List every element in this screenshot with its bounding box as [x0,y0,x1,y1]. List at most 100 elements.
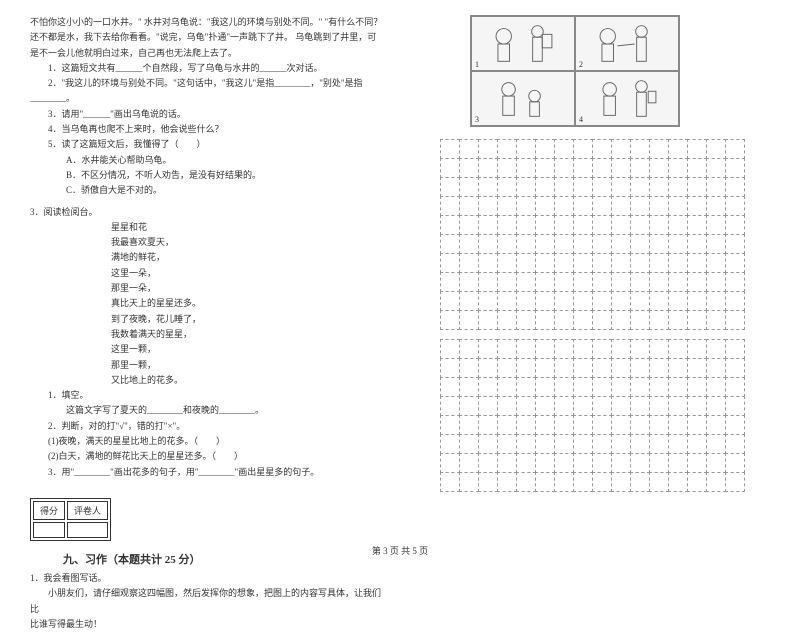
grid-cell [706,253,726,273]
panel-num: 3 [475,115,479,124]
right-column: 1 2 3 4 [400,15,755,632]
poem-line: 我数着满天的星星， [30,327,385,342]
grid-cell [535,139,555,159]
grid-cell [687,234,707,254]
grid-cell [554,196,574,216]
grid-cell [573,272,593,292]
question-1: 1．这篇短文共有______个自然段，写了乌龟与水井的______次对话。 [30,61,385,76]
grid-cell [592,396,612,416]
grid-cell [497,310,517,330]
grid-cell [725,453,745,473]
poem-line: 真比天上的星星还多。 [30,296,385,311]
option-a: A．水井能关心帮助乌龟。 [30,153,385,168]
grid-cell [440,358,460,378]
grid-cell [611,396,631,416]
question-2: 2．"我这儿的环境与别处不同。"这句话中，"我这儿"是指________，"别处… [30,76,385,91]
writing-grid-1 [440,139,755,329]
r3-q1a: 这篇文字写了夏天的________和夜晚的________。 [30,403,385,418]
grid-cell [592,415,612,435]
poem-line: 又比地上的花多。 [30,373,385,388]
grid-cell [535,291,555,311]
grid-cell [516,434,536,454]
grid-cell [478,415,498,435]
grid-cell [611,339,631,359]
grid-cell [706,339,726,359]
grid-cell [630,177,650,197]
grid-cell [725,358,745,378]
grid-cell [611,415,631,435]
grid-cell [630,377,650,397]
grid-cell [668,196,688,216]
grid-cell [459,377,479,397]
grid-cell [687,139,707,159]
grid-cell [459,339,479,359]
grid-cell [630,139,650,159]
grid-cell [573,339,593,359]
grid-cell [630,434,650,454]
grid-cell [459,396,479,416]
grid-cell [668,339,688,359]
grid-cell [554,339,574,359]
grid-cell [554,415,574,435]
grid-cell [554,291,574,311]
grid-cell [706,310,726,330]
grid-cell [592,377,612,397]
r3-q1: 1．填空。 [30,388,385,403]
poem-line: 到了夜晚，花儿睡了， [30,312,385,327]
grid-cell [497,139,517,159]
grid-cell [497,177,517,197]
grid-cell [706,358,726,378]
grid-cell [459,453,479,473]
grid-cell [459,196,479,216]
grid-cell [497,339,517,359]
grid-cell [516,291,536,311]
grid-cell [516,215,536,235]
grid-cell [440,234,460,254]
grid-cell [687,453,707,473]
grid-cell [687,158,707,178]
panel-num: 1 [475,60,479,69]
grid-cell [459,177,479,197]
grid-cell [630,253,650,273]
grid-cell [687,177,707,197]
panel-num: 4 [579,115,583,124]
grid-cell [497,272,517,292]
grid-cell [535,339,555,359]
grid-cell [535,272,555,292]
grid-cell [478,472,498,492]
grid-cell [592,215,612,235]
grid-cell [592,472,612,492]
grid-cell [573,234,593,254]
grid-cell [573,377,593,397]
grid-cell [516,177,536,197]
grid-cell [497,453,517,473]
grid-cell [668,358,688,378]
poem-line: 这里一颗， [30,342,385,357]
grid-cell [440,291,460,311]
grid-cell [725,377,745,397]
grid-cell [535,253,555,273]
grid-cell [573,215,593,235]
grader-header: 评卷人 [67,501,108,520]
poem-line: 那里一朵， [30,281,385,296]
grid-cell [592,158,612,178]
grid-cell [592,177,612,197]
grid-cell [649,453,669,473]
grid-cell [592,339,612,359]
grid-cell [535,196,555,216]
grid-cell [535,310,555,330]
grid-cell [573,158,593,178]
grid-cell [649,272,669,292]
grid-cell [649,177,669,197]
grid-cell [706,158,726,178]
grid-cell [611,253,631,273]
grid-cell [668,291,688,311]
grid-cell [554,396,574,416]
grid-cell [592,291,612,311]
comic-panel-1: 1 [471,16,575,71]
poem-line: 我最喜欢夏天， [30,235,385,250]
grid-cell [478,453,498,473]
grid-cell [611,215,631,235]
grid-cell [459,310,479,330]
grid-cell [535,434,555,454]
